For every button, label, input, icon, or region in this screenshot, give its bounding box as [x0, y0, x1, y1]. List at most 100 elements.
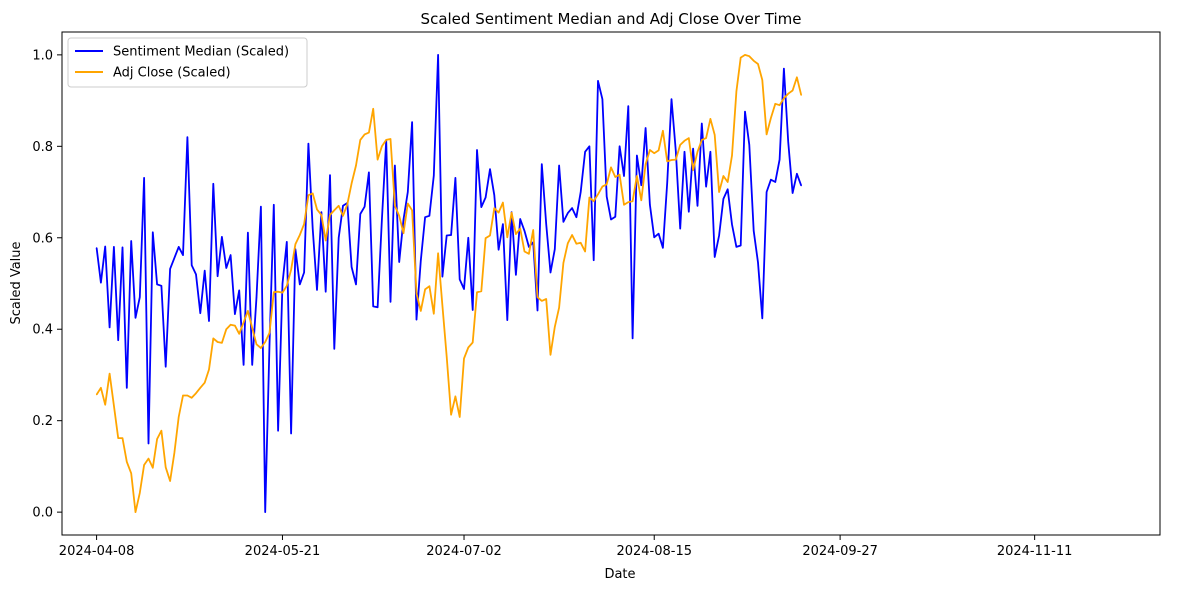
x-tick-label: 2024-08-15: [616, 544, 692, 559]
data-point: [143, 464, 145, 466]
data-point: [411, 209, 413, 211]
data-point: [485, 237, 487, 239]
data-point: [515, 274, 517, 276]
data-point: [377, 159, 379, 161]
data-point: [740, 57, 742, 59]
data-point: [614, 216, 616, 218]
data-point: [420, 260, 422, 262]
data-point: [126, 387, 128, 389]
data-point: [636, 154, 638, 157]
data-point: [389, 138, 392, 140]
data-point: [454, 177, 456, 179]
y-tick-label: 0.8: [32, 140, 53, 155]
data-point: [757, 261, 759, 264]
data-point: [709, 118, 712, 120]
data-point: [199, 387, 201, 389]
data-point: [134, 511, 137, 513]
data-point: [342, 205, 344, 207]
data-point: [230, 324, 232, 326]
data-point: [670, 159, 673, 161]
ticks-layer: 2024-04-08 2024-05-21 2024-07-02 2024-08-15…: [32, 48, 1072, 559]
data-point: [485, 196, 487, 199]
data-point: [761, 79, 763, 81]
series-1: [95, 54, 803, 513]
chart-title: Scaled Sentiment Median and Adj Close Ov…: [421, 10, 802, 28]
data-point: [312, 228, 314, 230]
data-point: [394, 164, 396, 167]
data-point: [325, 239, 327, 242]
data-point: [619, 145, 621, 147]
data-point: [121, 437, 124, 439]
data-point: [320, 211, 322, 213]
data-point: [467, 237, 469, 239]
data-point: [398, 261, 400, 263]
data-point: [796, 76, 798, 78]
data-point: [753, 60, 755, 62]
data-point: [251, 327, 253, 329]
data-point: [441, 276, 443, 278]
data-point: [351, 182, 353, 184]
data-point: [247, 310, 249, 312]
data-point: [498, 249, 500, 251]
data-point: [692, 169, 694, 171]
data-point: [731, 154, 733, 157]
data-point: [597, 80, 599, 82]
data-point: [502, 223, 504, 225]
data-point: [204, 382, 206, 384]
data-point: [277, 291, 279, 293]
data-point: [286, 241, 288, 243]
data-point: [113, 405, 115, 407]
data-point: [606, 183, 608, 185]
data-point: [407, 202, 409, 205]
data-point: [467, 346, 469, 349]
data-point: [255, 296, 258, 298]
data-point: [320, 214, 322, 216]
data-point: [212, 337, 214, 339]
data-point: [182, 254, 184, 256]
data-point: [740, 244, 742, 247]
data-point: [670, 98, 673, 100]
data-point: [731, 223, 733, 226]
data-point: [558, 164, 560, 167]
data-point: [593, 200, 595, 202]
data-point: [260, 206, 262, 208]
data-point: [446, 234, 448, 237]
data-point: [748, 144, 750, 146]
data-point: [493, 207, 495, 209]
data-point: [307, 143, 309, 145]
data-point: [649, 149, 651, 151]
data-point: [662, 247, 664, 249]
data-point: [774, 103, 776, 105]
data-point: [208, 320, 210, 322]
data-point: [450, 234, 452, 236]
data-point: [658, 149, 660, 151]
data-point: [476, 291, 478, 293]
data-point: [104, 404, 106, 406]
data-point: [649, 204, 651, 206]
data-point: [221, 342, 223, 344]
data-point: [666, 182, 668, 184]
data-point: [722, 175, 725, 177]
data-point: [770, 179, 772, 181]
data-point: [169, 268, 171, 270]
data-point: [558, 307, 560, 309]
data-point: [130, 240, 132, 242]
data-point: [329, 174, 331, 176]
data-point: [113, 246, 115, 248]
data-point: [597, 193, 599, 195]
data-point: [675, 150, 677, 152]
data-point: [264, 511, 266, 513]
data-point: [134, 317, 137, 319]
data-point: [182, 394, 184, 397]
data-point: [212, 183, 214, 185]
data-point: [424, 288, 426, 290]
data-point: [411, 121, 413, 123]
series-layer: [95, 54, 803, 513]
data-point: [593, 259, 595, 261]
data-point: [610, 218, 612, 221]
data-point: [191, 397, 193, 399]
data-point: [774, 181, 776, 183]
data-point: [139, 492, 141, 494]
data-point: [126, 461, 128, 463]
data-point: [294, 243, 296, 245]
